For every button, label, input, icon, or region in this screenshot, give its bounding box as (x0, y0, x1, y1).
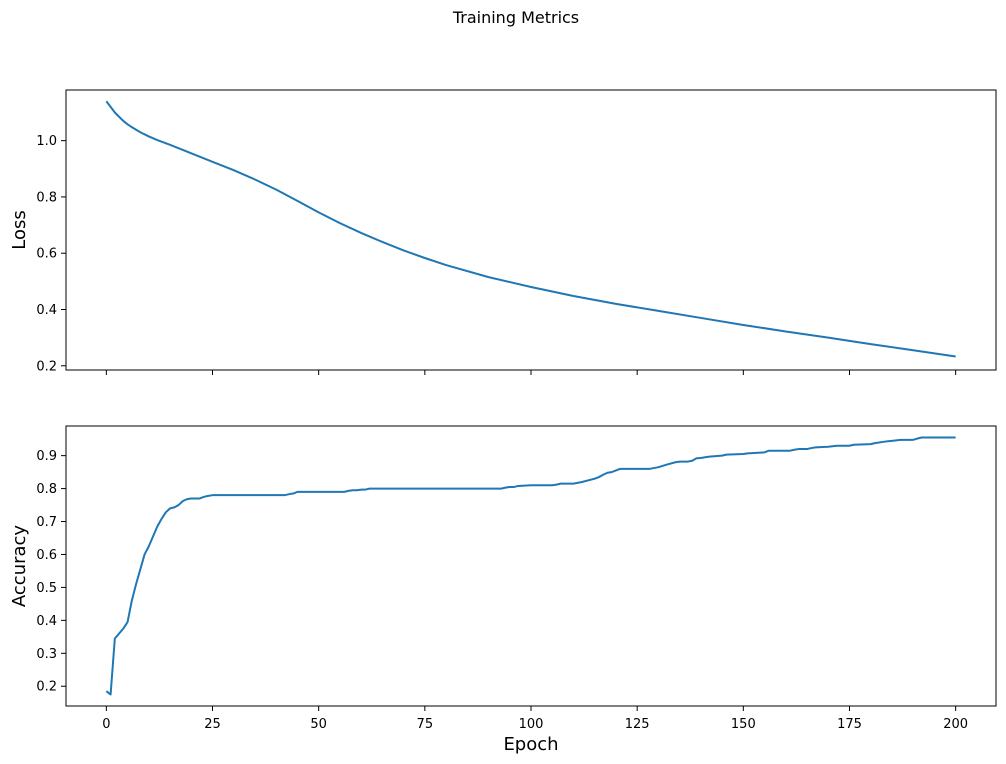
accuracy-panel: Accuracy Epoch 0.2 0.3 0.4 0.5 0.6 0.7 0.8 0.9 0… (9, 425, 997, 755)
loss-axes-frame (65, 89, 997, 371)
accuracy-axes-frame (65, 425, 997, 707)
accuracy-x-tick-label: 75 (417, 717, 434, 732)
accuracy-y-tick-label: 0.9 (36, 449, 57, 464)
figure-title: Training Metrics (452, 8, 579, 27)
accuracy-y-tick-label: 0.7 (36, 515, 57, 530)
accuracy-y-tick-label: 0.8 (36, 482, 57, 497)
accuracy-y-axis-label: Accuracy (9, 525, 30, 608)
accuracy-x-tick-label: 200 (943, 717, 968, 732)
accuracy-x-tick-label: 100 (519, 717, 544, 732)
accuracy-x-tick-label: 125 (625, 717, 650, 732)
accuracy-x-tick-label: 0 (102, 717, 110, 732)
accuracy-x-axis-label: Epoch (503, 734, 558, 755)
loss-y-tick-label: 0.6 (36, 247, 57, 262)
accuracy-x-tick-label: 150 (731, 717, 756, 732)
accuracy-series-line-0 (105, 436, 956, 696)
accuracy-x-tick-label: 175 (837, 717, 862, 732)
loss-y-axis-label: Loss (9, 210, 30, 249)
accuracy-y-tick-label: 0.2 (36, 680, 57, 695)
accuracy-y-tick-label: 0.5 (36, 581, 57, 596)
loss-y-tick-label: 0.2 (36, 359, 57, 374)
loss-series-line-0 (105, 100, 956, 358)
accuracy-x-tick-label: 25 (204, 717, 221, 732)
loss-panel: Loss 0.2 0.4 0.6 0.8 1.0 (9, 89, 997, 375)
accuracy-y-tick-label: 0.6 (36, 548, 57, 563)
accuracy-x-tick-label: 50 (310, 717, 327, 732)
loss-y-tick-label: 1.0 (36, 134, 57, 149)
accuracy-y-tick-label: 0.4 (36, 614, 57, 629)
loss-y-tick-label: 0.4 (36, 303, 57, 318)
loss-y-tick-label: 0.8 (36, 190, 57, 205)
accuracy-y-tick-label: 0.3 (36, 647, 57, 662)
